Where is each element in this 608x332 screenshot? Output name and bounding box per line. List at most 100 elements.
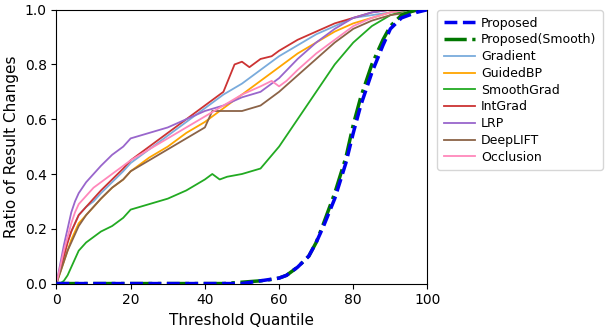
- LRP: [424, 8, 431, 12]
- LRP: [60, 243, 67, 247]
- Proposed: [331, 197, 339, 201]
- GuidedBP: [406, 8, 413, 12]
- IntGrad: [350, 16, 357, 20]
- DeepLIFT: [90, 205, 97, 209]
- Occlusion: [275, 84, 283, 88]
- Line: Proposed: Proposed: [57, 10, 427, 284]
- Proposed(Smooth): [182, 282, 190, 286]
- LRP: [238, 95, 246, 99]
- Gradient: [67, 229, 75, 233]
- IntGrad: [60, 254, 67, 258]
- LRP: [57, 262, 64, 266]
- Occlusion: [350, 24, 357, 28]
- Occlusion: [387, 10, 394, 14]
- Proposed: [294, 265, 302, 269]
- Occlusion: [283, 79, 290, 83]
- Line: IntGrad: IntGrad: [57, 10, 427, 284]
- Proposed(Smooth): [90, 282, 97, 286]
- SmoothGrad: [145, 202, 153, 206]
- Proposed(Smooth): [294, 265, 302, 269]
- LRP: [164, 125, 171, 129]
- LRP: [350, 16, 357, 20]
- IntGrad: [406, 8, 413, 12]
- GuidedBP: [219, 106, 227, 110]
- Proposed(Smooth): [342, 156, 350, 160]
- Proposed(Smooth): [238, 280, 246, 284]
- Proposed: [342, 161, 350, 165]
- LRP: [120, 145, 127, 149]
- GuidedBP: [201, 120, 209, 124]
- Line: Gradient: Gradient: [57, 10, 427, 284]
- DeepLIFT: [424, 8, 431, 12]
- Occlusion: [97, 180, 105, 184]
- Gradient: [257, 68, 264, 72]
- Gradient: [238, 82, 246, 86]
- SmoothGrad: [275, 145, 283, 149]
- LRP: [275, 76, 283, 80]
- IntGrad: [387, 8, 394, 12]
- Occlusion: [294, 68, 302, 72]
- Proposed: [275, 276, 283, 280]
- Proposed: [127, 282, 134, 286]
- Proposed(Smooth): [320, 221, 327, 225]
- SmoothGrad: [60, 279, 67, 283]
- Gradient: [219, 93, 227, 97]
- GuidedBP: [368, 16, 376, 20]
- Line: LRP: LRP: [57, 10, 427, 284]
- DeepLIFT: [60, 260, 67, 264]
- GuidedBP: [67, 238, 75, 242]
- Occlusion: [257, 84, 264, 88]
- DeepLIFT: [257, 104, 264, 108]
- SmoothGrad: [424, 8, 431, 12]
- LRP: [64, 227, 71, 231]
- Proposed(Smooth): [331, 191, 339, 195]
- Proposed(Smooth): [379, 38, 387, 42]
- GuidedBP: [53, 282, 60, 286]
- IntGrad: [127, 158, 134, 162]
- LRP: [97, 164, 105, 168]
- IntGrad: [90, 197, 97, 201]
- Line: GuidedBP: GuidedBP: [57, 10, 427, 284]
- GuidedBP: [60, 260, 67, 264]
- Proposed(Smooth): [387, 24, 394, 28]
- Proposed(Smooth): [127, 282, 134, 286]
- LRP: [127, 136, 134, 140]
- Gradient: [83, 205, 90, 209]
- DeepLIFT: [127, 169, 134, 173]
- GuidedBP: [90, 205, 97, 209]
- Proposed: [406, 13, 413, 17]
- LRP: [75, 191, 82, 195]
- DeepLIFT: [201, 125, 209, 129]
- Occlusion: [424, 8, 431, 12]
- SmoothGrad: [368, 24, 376, 28]
- DeepLIFT: [209, 109, 216, 113]
- Proposed(Smooth): [164, 282, 171, 286]
- Gradient: [53, 282, 60, 286]
- IntGrad: [294, 38, 302, 42]
- IntGrad: [108, 178, 116, 182]
- Occlusion: [313, 51, 320, 55]
- IntGrad: [424, 8, 431, 12]
- GuidedBP: [75, 221, 82, 225]
- DeepLIFT: [57, 271, 64, 275]
- Proposed: [379, 43, 387, 47]
- Occlusion: [268, 79, 275, 83]
- Line: Proposed(Smooth): Proposed(Smooth): [57, 10, 427, 284]
- Gradient: [387, 10, 394, 14]
- GuidedBP: [57, 271, 64, 275]
- DeepLIFT: [406, 10, 413, 14]
- SmoothGrad: [53, 282, 60, 286]
- DeepLIFT: [53, 282, 60, 286]
- GuidedBP: [83, 213, 90, 217]
- DeepLIFT: [75, 224, 82, 228]
- SmoothGrad: [182, 189, 190, 193]
- Proposed(Smooth): [368, 62, 376, 66]
- LRP: [90, 172, 97, 176]
- GuidedBP: [127, 169, 134, 173]
- Y-axis label: Ratio of Result Changes: Ratio of Result Changes: [4, 55, 19, 238]
- Gradient: [313, 32, 320, 36]
- DeepLIFT: [108, 186, 116, 190]
- IntGrad: [331, 21, 339, 25]
- Gradient: [331, 24, 339, 28]
- Occlusion: [90, 186, 97, 190]
